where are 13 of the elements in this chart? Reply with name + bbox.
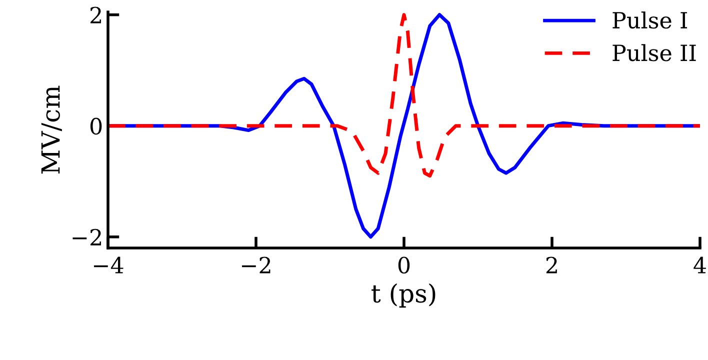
y-tick-label: 2 <box>90 6 101 24</box>
legend-label: Pulse II <box>612 44 696 62</box>
legend-label: Pulse I <box>612 11 688 29</box>
x-tick-label: −4 <box>94 256 124 274</box>
x-tick-label: 4 <box>694 256 706 274</box>
line-series <box>108 13 700 178</box>
x-axis-title: t (ps) <box>372 283 436 308</box>
x-tick-label: −2 <box>242 256 270 274</box>
y-axis-title: MV/cm <box>41 86 62 174</box>
x-tick-label: 2 <box>546 256 557 274</box>
y-tick-label: −2 <box>72 228 101 246</box>
y-tick-label: 0 <box>90 118 102 135</box>
x-tick-label: 0 <box>398 256 410 274</box>
